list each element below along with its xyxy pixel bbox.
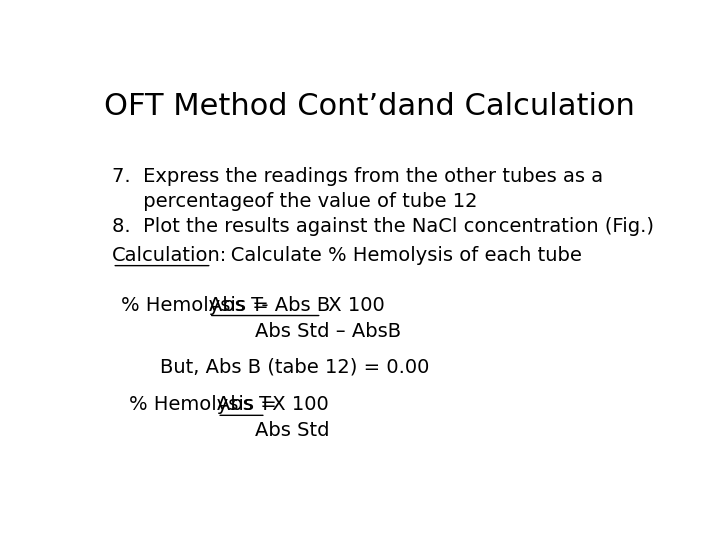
Text: % Hemolysis =: % Hemolysis = [121, 295, 275, 315]
Text: X 100: X 100 [322, 295, 384, 315]
Text: % Hemolysis =: % Hemolysis = [129, 395, 283, 414]
Text: 8.  Plot the results against the NaCl concentration (Fig.): 8. Plot the results against the NaCl con… [112, 217, 654, 235]
Text: 7.  Express the readings from the other tubes as a: 7. Express the readings from the other t… [112, 167, 603, 186]
Text: Abs Std: Abs Std [255, 421, 329, 440]
Text: Abs T- Abs B: Abs T- Abs B [209, 295, 330, 315]
Text: percentageof the value of tube 12: percentageof the value of tube 12 [112, 192, 478, 211]
Text: OFT Method Cont’dand Calculation: OFT Method Cont’dand Calculation [104, 92, 634, 121]
Text: X 100: X 100 [266, 395, 328, 414]
Text: Calculation:: Calculation: [112, 246, 228, 265]
Text: Abs T: Abs T [217, 395, 271, 414]
Text: Abs Std – AbsB: Abs Std – AbsB [255, 322, 401, 341]
Text: Calculate % Hemolysis of each tube: Calculate % Hemolysis of each tube [212, 246, 582, 265]
Text: But, Abs B (tabe 12) = 0.00: But, Abs B (tabe 12) = 0.00 [160, 358, 429, 377]
